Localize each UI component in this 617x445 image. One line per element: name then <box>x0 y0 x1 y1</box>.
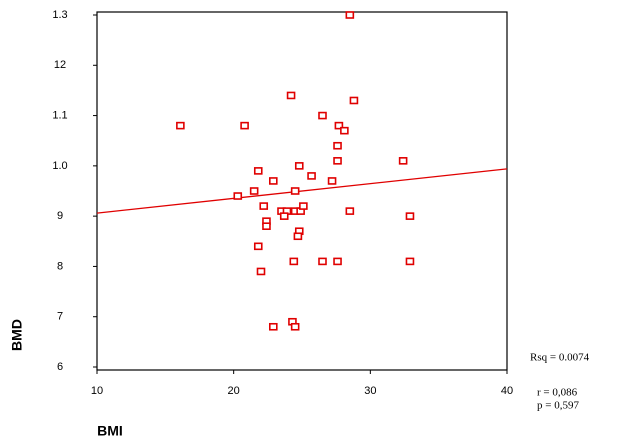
point <box>290 187 300 195</box>
point <box>279 212 289 220</box>
point <box>240 121 249 130</box>
point <box>333 157 342 165</box>
point <box>253 167 263 175</box>
point <box>333 141 342 150</box>
annotation: Rsq = 0.0074 <box>530 352 590 364</box>
point <box>327 177 337 185</box>
y-tick-label: 8 <box>57 260 63 272</box>
plot-frame <box>96 11 508 371</box>
y-tick-label: 7 <box>57 311 63 323</box>
point <box>256 267 266 276</box>
point <box>268 322 278 331</box>
point <box>290 322 300 331</box>
point <box>253 242 263 251</box>
x-tick-label: 40 <box>501 385 513 397</box>
point <box>340 126 349 135</box>
point <box>405 212 415 220</box>
point <box>249 187 259 195</box>
point <box>233 192 243 200</box>
point <box>293 232 303 241</box>
point <box>334 121 344 130</box>
point <box>405 257 415 266</box>
x-tick-label: 30 <box>364 385 376 397</box>
point <box>398 157 408 165</box>
y-tick-label: 1.1 <box>52 109 67 121</box>
y-tick-label: 1.3 <box>52 9 67 21</box>
annotation: r = 0,086 <box>537 387 578 399</box>
point <box>286 91 296 100</box>
point <box>268 177 278 185</box>
point <box>259 202 269 210</box>
y-axis-label: BMD <box>9 319 25 351</box>
point <box>307 172 316 180</box>
point <box>318 257 327 266</box>
point <box>262 222 271 230</box>
point <box>345 11 355 19</box>
point <box>299 202 308 210</box>
fit-line <box>96 168 508 214</box>
annotation: p = 0,597 <box>537 400 579 412</box>
point <box>176 121 185 130</box>
point <box>289 257 299 266</box>
point <box>318 111 327 120</box>
point <box>345 207 355 215</box>
point <box>294 162 304 170</box>
y-tick-label: 1.0 <box>52 160 67 172</box>
y-tick-label: 6 <box>57 361 63 373</box>
x-tick-label: 10 <box>91 385 103 397</box>
point <box>349 96 359 105</box>
point <box>333 257 342 266</box>
x-axis-label: BMI <box>97 423 123 439</box>
y-tick-label: 12 <box>54 59 66 71</box>
y-tick-label: 9 <box>57 210 63 222</box>
x-tick-label: 20 <box>228 385 240 397</box>
